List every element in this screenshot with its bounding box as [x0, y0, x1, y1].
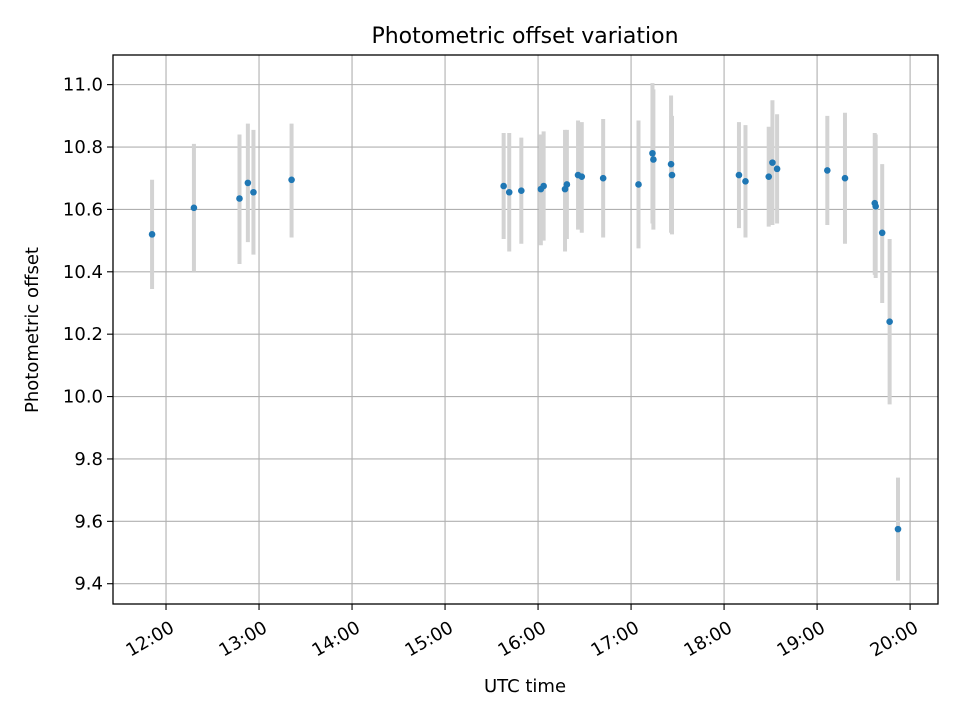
data-point — [667, 160, 675, 168]
data-point — [649, 149, 656, 157]
data-point — [244, 179, 252, 187]
data-point — [578, 173, 586, 180]
y-axis-ticks: 9.4 9.6 9.8 10.0 10.2 10.4 10.6 10.8 11.0 — [63, 75, 113, 595]
data-point — [878, 229, 886, 237]
data-point — [765, 173, 773, 180]
data-point — [769, 159, 776, 166]
chart-title: Photometric offset variation — [371, 24, 678, 49]
data-point — [540, 182, 547, 190]
data-point — [518, 187, 525, 194]
data-point — [742, 178, 749, 185]
data-point — [563, 181, 571, 188]
data-point — [250, 188, 257, 196]
data-point — [599, 174, 607, 182]
y-tick-label: 10.0 — [63, 387, 103, 408]
data-point — [190, 204, 198, 212]
data-point — [841, 174, 849, 182]
grid — [113, 55, 938, 604]
y-tick-label: 10.4 — [63, 262, 103, 283]
y-axis-label: Photometric offset — [22, 247, 43, 413]
data-point — [886, 318, 893, 326]
data-point — [773, 165, 781, 173]
data-point — [668, 171, 676, 179]
data-point — [236, 195, 243, 202]
plot-frame — [112, 54, 939, 605]
data-point — [635, 181, 642, 188]
y-tick-label: 11.0 — [63, 75, 103, 96]
data-point — [288, 176, 295, 184]
data-point — [148, 231, 156, 238]
data-point — [824, 167, 831, 174]
data-point — [735, 171, 743, 179]
y-tick-label: 10.6 — [63, 199, 103, 220]
y-tick-label: 9.6 — [74, 511, 103, 532]
y-tick-label: 10.2 — [63, 324, 103, 345]
data-point — [894, 525, 902, 533]
y-tick-label: 9.4 — [74, 574, 103, 595]
data-point — [872, 202, 879, 210]
data-point — [500, 182, 507, 190]
data-point — [505, 188, 513, 196]
y-tick-label: 10.8 — [63, 137, 103, 158]
y-tick-label: 9.8 — [74, 449, 103, 470]
x-axis-label: UTC time — [484, 676, 566, 697]
data-point — [650, 156, 657, 163]
data-points — [148, 149, 902, 533]
